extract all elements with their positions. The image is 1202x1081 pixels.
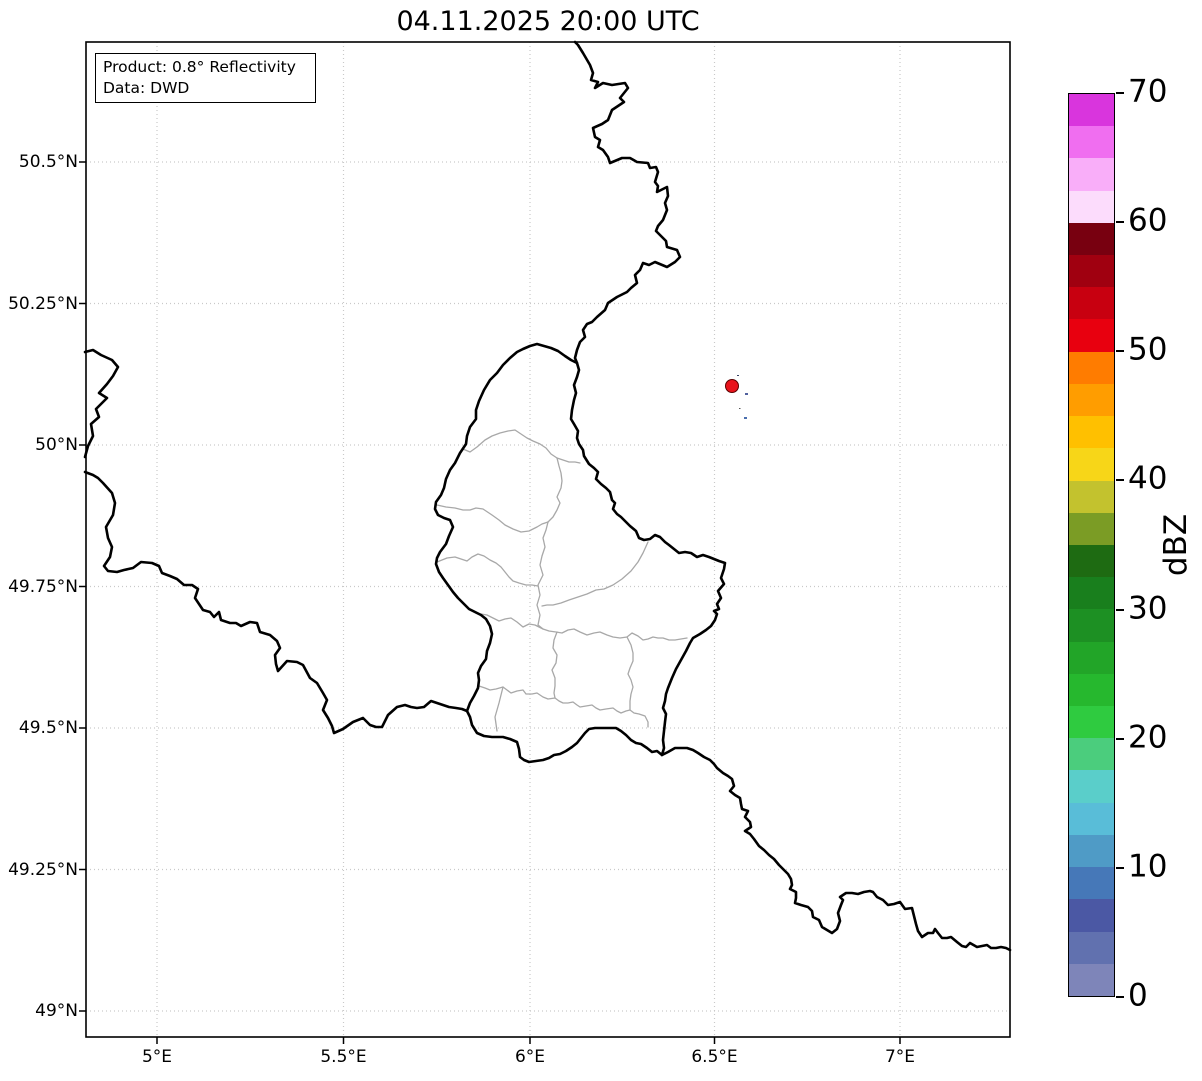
- colorbar-tick: [1116, 221, 1124, 224]
- canton-border: [541, 541, 649, 607]
- colorbar-segment: [1069, 383, 1114, 417]
- colorbar-segment: [1069, 480, 1114, 513]
- canton-border: [547, 457, 563, 523]
- radar-echo-speck: [737, 375, 739, 376]
- gridlines-layer: [86, 42, 1010, 1037]
- x-tick-label: 5.5°E: [320, 1047, 367, 1067]
- canton-border: [494, 686, 504, 732]
- axis-ticks-layer: [79, 161, 901, 1044]
- page-title: 04.11.2025 20:00 UTC: [396, 6, 700, 37]
- colorbar-segment: [1069, 93, 1114, 127]
- canton-border: [626, 636, 634, 711]
- border-belgium-germany: [573, 40, 682, 365]
- colorbar-segment: [1069, 577, 1114, 610]
- radar-echo-layer: [725, 375, 748, 419]
- radar-echo-speck: [745, 393, 748, 395]
- x-tick-label: 6°E: [514, 1047, 546, 1067]
- colorbar-segment: [1069, 351, 1114, 384]
- colorbar-segment: [1069, 963, 1114, 996]
- radar-echo-speck: [739, 408, 741, 409]
- canton-border: [462, 429, 581, 464]
- canton-border: [536, 521, 549, 630]
- colorbar-tick-label: 40: [1128, 460, 1168, 497]
- colorbar-tick: [1116, 479, 1124, 482]
- product-info-line: Product: 0.8° Reflectivity: [103, 58, 296, 76]
- colorbar-segment: [1069, 319, 1114, 352]
- colorbar-segment: [1069, 931, 1114, 964]
- colorbar-segment: [1069, 158, 1114, 191]
- colorbar: [1068, 93, 1115, 997]
- colorbar-segment: [1069, 770, 1114, 803]
- luxembourg-canton-borders: [436, 429, 688, 732]
- border-france-belgium: [83, 470, 469, 735]
- colorbar-segment: [1069, 126, 1114, 159]
- border-france-germany: [660, 746, 1012, 952]
- colorbar-segment: [1069, 641, 1114, 674]
- colorbar-segment: [1069, 673, 1114, 707]
- colorbar-segment: [1069, 254, 1114, 288]
- y-tick-label: 49.25°N: [8, 859, 78, 880]
- colorbar-segment: [1069, 448, 1114, 481]
- canton-border: [436, 553, 539, 587]
- colorbar-axis-label: dBZ: [1158, 513, 1194, 577]
- colorbar-tick: [1116, 92, 1124, 94]
- border-france-belgium-loop: [83, 348, 120, 459]
- product-info-box: Product: 0.8° Reflectivity Data: DWD: [95, 53, 316, 103]
- colorbar-segment: [1069, 287, 1114, 320]
- y-tick-label: 50°N: [35, 435, 78, 455]
- colorbar-tick: [1116, 866, 1124, 869]
- canton-border: [551, 631, 558, 699]
- border-luxembourg: [433, 342, 727, 764]
- radar-echo-speck: [744, 417, 747, 419]
- y-tick-label: 49°N: [35, 1001, 78, 1021]
- radar-echo-primary: [725, 379, 739, 393]
- y-tick-label: 49.75°N: [8, 576, 78, 597]
- colorbar-segment: [1069, 609, 1114, 642]
- colorbar-tick: [1116, 350, 1124, 353]
- x-tick-label: 5°E: [141, 1047, 173, 1067]
- data-source-line: Data: DWD: [103, 79, 190, 97]
- colorbar-segment: [1069, 834, 1114, 868]
- plot-frame: [85, 41, 1011, 1038]
- colorbar-segment: [1069, 867, 1114, 900]
- y-tick-label: 50.25°N: [8, 293, 78, 314]
- colorbar-tick-label: 0: [1128, 977, 1148, 1014]
- colorbar-segment: [1069, 190, 1114, 223]
- colorbar-tick-label: 50: [1128, 331, 1168, 368]
- colorbar-tick-label: 60: [1128, 202, 1168, 239]
- colorbar-segment: [1069, 222, 1114, 255]
- colorbar-segment: [1069, 416, 1114, 449]
- colorbar-segment: [1069, 706, 1114, 739]
- country-borders-layer: [83, 40, 1012, 952]
- colorbar-segment: [1069, 738, 1114, 771]
- colorbar-tick: [1116, 737, 1124, 740]
- colorbar-segment: [1069, 899, 1114, 932]
- canton-border: [436, 504, 549, 533]
- canton-border: [478, 685, 649, 728]
- colorbar-tick: [1116, 996, 1124, 998]
- colorbar-segment: [1069, 512, 1114, 545]
- colorbar-tick-label: 70: [1128, 73, 1168, 110]
- y-tick-label: 50.5°N: [18, 152, 78, 172]
- colorbar-tick-label: 20: [1128, 719, 1168, 756]
- colorbar-segment: [1069, 802, 1114, 835]
- colorbar-tick-label: 10: [1128, 848, 1168, 885]
- colorbar-tick-label: 30: [1128, 590, 1168, 627]
- colorbar-tick: [1116, 608, 1124, 611]
- canton-border: [480, 613, 688, 641]
- y-tick-label: 49.5°N: [18, 718, 78, 738]
- x-tick-label: 7°E: [884, 1047, 916, 1067]
- x-tick-label: 6.5°E: [691, 1047, 738, 1067]
- colorbar-segment: [1069, 544, 1114, 578]
